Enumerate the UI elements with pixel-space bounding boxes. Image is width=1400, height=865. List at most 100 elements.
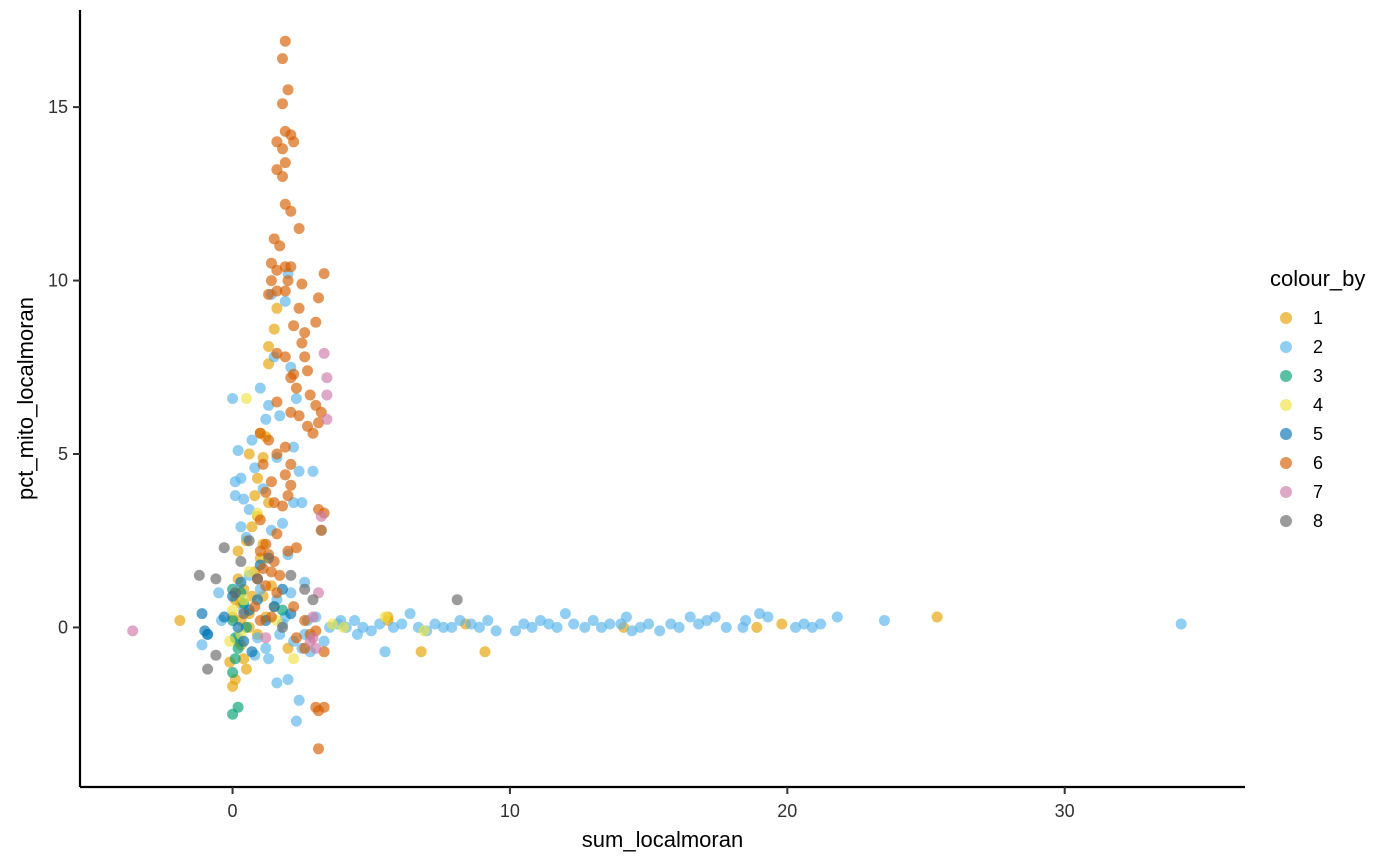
data-point-2 [288, 441, 300, 453]
data-point-2 [798, 618, 810, 630]
data-point-6 [288, 601, 300, 613]
legend-swatch-5 [1280, 428, 1292, 440]
data-point-7 [310, 642, 322, 654]
y-tick-label: 5 [58, 444, 68, 464]
y-axis-ticks: 0 5 10 15 [48, 97, 80, 637]
data-point-2 [285, 587, 297, 599]
data-point-2 [379, 646, 391, 658]
data-point-5 [232, 621, 244, 633]
data-point-1 [931, 611, 943, 623]
data-point-6 [274, 240, 286, 252]
data-point-6 [263, 434, 275, 446]
data-point-2 [526, 621, 538, 633]
data-point-1 [751, 621, 763, 633]
data-point-6 [279, 351, 291, 363]
data-point-6 [257, 458, 269, 470]
data-point-8 [202, 663, 214, 675]
data-point-2 [232, 445, 244, 456]
data-point-2 [831, 611, 843, 623]
data-point-6 [304, 389, 316, 401]
x-axis-ticks: 0 10 20 30 [228, 787, 1075, 821]
data-point-6 [282, 545, 294, 557]
data-point-2 [252, 632, 263, 644]
legend-swatch-2 [1280, 341, 1292, 353]
data-point-2 [568, 618, 580, 630]
data-point-2 [551, 621, 563, 633]
data-point-3 [227, 667, 239, 678]
data-point-2 [351, 628, 363, 640]
data-point-7 [321, 389, 333, 401]
data-point-6 [277, 98, 288, 110]
data-point-2 [404, 608, 416, 620]
data-point-2 [490, 625, 502, 637]
data-point-6 [296, 337, 308, 349]
data-point-1 [479, 646, 491, 658]
data-point-2 [396, 618, 408, 630]
data-point-3 [229, 653, 241, 665]
data-point-6 [265, 566, 277, 578]
data-point-6 [263, 288, 275, 300]
y-axis-title: pct_mito_localmoran [13, 297, 38, 500]
data-point-2 [673, 621, 685, 633]
data-point-2 [634, 621, 646, 633]
data-point-5 [268, 601, 280, 613]
y-tick-label: 10 [48, 271, 68, 291]
data-point-2 [543, 618, 555, 630]
data-point-6 [254, 514, 266, 526]
data-point-2 [249, 462, 261, 474]
data-point-2 [196, 639, 208, 651]
data-point-2 [260, 413, 272, 425]
data-point-1 [249, 490, 261, 502]
data-point-2 [518, 618, 530, 630]
data-point-2 [693, 618, 705, 630]
data-point-2 [790, 621, 802, 633]
data-point-2 [535, 615, 546, 626]
data-point-2 [213, 587, 225, 599]
data-point-6 [268, 497, 280, 509]
data-point-8 [263, 552, 275, 564]
data-point-6 [307, 427, 319, 439]
data-point-2 [227, 393, 239, 404]
data-point-6 [313, 292, 324, 304]
y-tick-label: 15 [48, 97, 68, 117]
data-point-6 [254, 427, 266, 439]
data-point-6 [318, 268, 330, 280]
data-point-5 [246, 646, 258, 658]
data-point-2 [293, 694, 305, 706]
data-point-2 [246, 434, 258, 446]
data-point-6 [282, 490, 294, 502]
data-point-2 [510, 625, 521, 637]
data-point-4 [224, 635, 236, 647]
data-point-6 [285, 458, 297, 470]
data-point-1 [246, 521, 258, 533]
data-point-4 [288, 653, 300, 665]
legend-label-7: 7 [1313, 482, 1323, 502]
data-point-2 [579, 621, 591, 633]
data-point-1 [776, 618, 788, 630]
x-axis-title: sum_localmoran [582, 827, 743, 852]
data-point-6 [277, 171, 288, 182]
data-point-5 [196, 608, 208, 620]
data-point-2 [263, 399, 275, 411]
legend-swatch-1 [1280, 312, 1292, 324]
data-point-6 [310, 316, 322, 328]
data-point-6 [315, 524, 327, 536]
data-point-2 [282, 674, 294, 685]
data-point-6 [277, 143, 288, 155]
data-point-6 [285, 479, 297, 491]
data-point-2 [878, 615, 890, 626]
data-point-4 [227, 604, 239, 616]
data-point-6 [282, 84, 294, 96]
data-point-8 [238, 608, 250, 620]
data-point-2 [473, 621, 485, 633]
data-point-6 [299, 615, 311, 626]
data-point-6 [285, 261, 297, 273]
data-point-2 [271, 677, 283, 689]
data-point-6 [293, 223, 305, 234]
data-point-8 [210, 573, 222, 585]
data-point-6 [265, 476, 277, 488]
data-point-6 [271, 587, 283, 599]
x-tick-label: 10 [500, 801, 520, 821]
data-point-2 [235, 472, 247, 484]
